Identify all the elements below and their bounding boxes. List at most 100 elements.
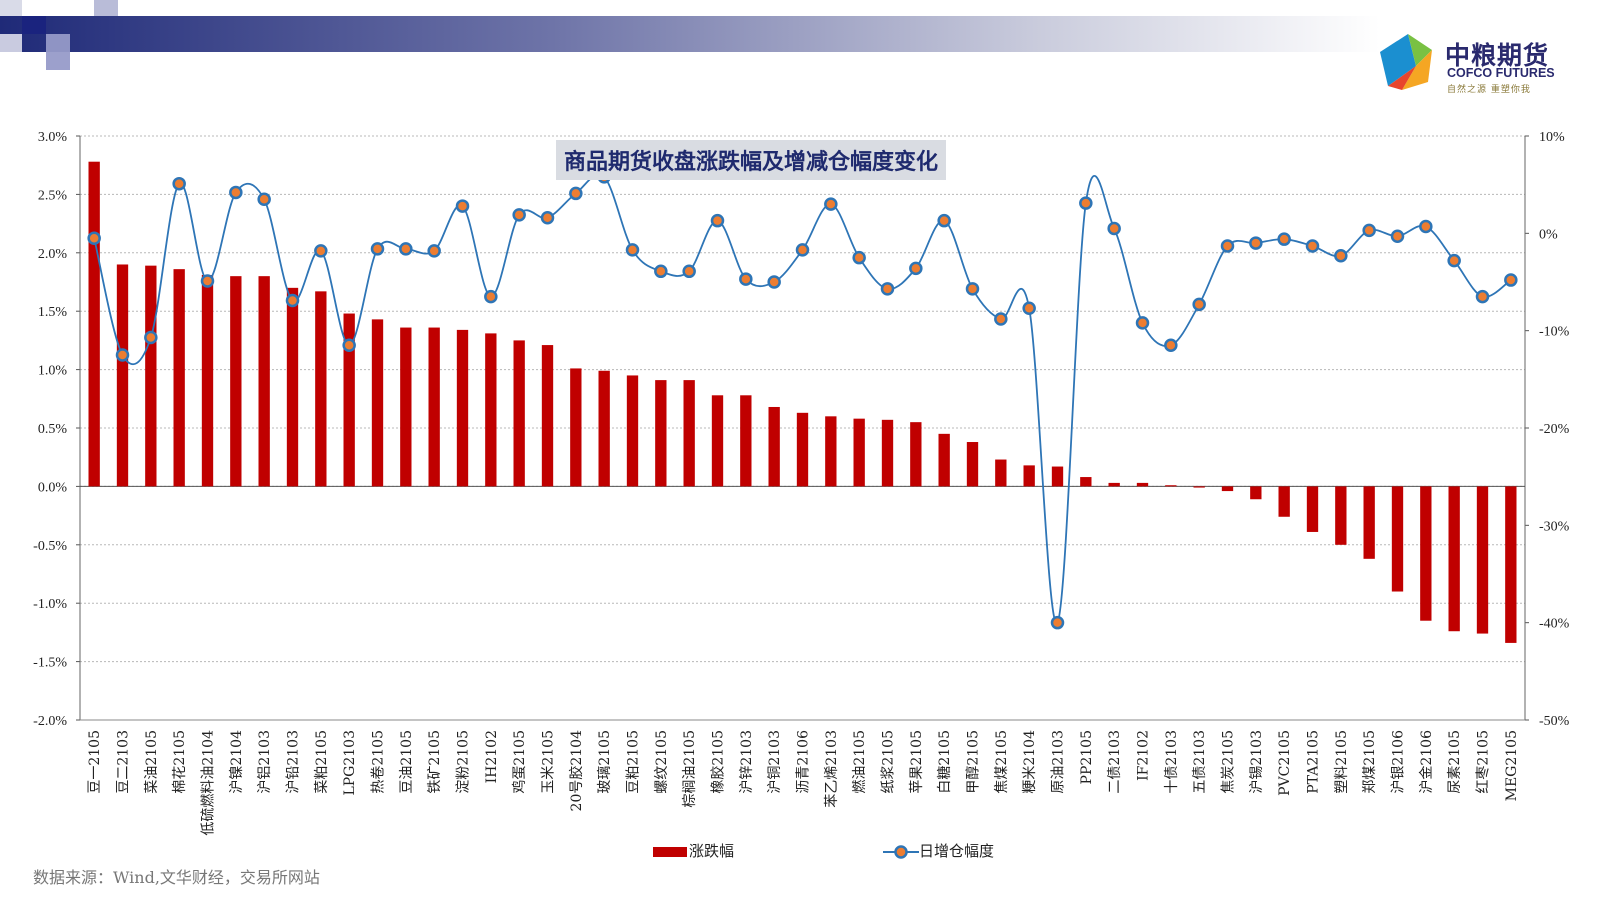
bar-33 (1023, 465, 1035, 487)
line-marker-21 (682, 264, 696, 279)
category-label: 豆油2105 (399, 730, 415, 794)
line-marker-1 (115, 348, 130, 362)
bar-4 (201, 274, 214, 487)
logo-english-name: COFCO FUTURES (1447, 66, 1555, 80)
right-axis-tick-label: -20% (1539, 422, 1570, 437)
category-label: 沪铅2103 (286, 730, 302, 794)
legend-line-item: 日增仓幅度 (883, 840, 994, 861)
category-label: 鸡蛋2105 (511, 730, 528, 794)
line-marker-2 (144, 330, 158, 345)
line-marker-5 (229, 185, 243, 200)
bar-30 (938, 433, 950, 487)
line-marker-3 (172, 176, 186, 191)
bar-26 (825, 416, 837, 487)
bar-44 (1335, 486, 1347, 545)
line-marker-25 (795, 243, 810, 257)
line-marker-19 (625, 243, 640, 257)
bar-49 (1476, 486, 1489, 634)
line-marker-20 (654, 264, 668, 279)
category-label: 20号胶2104 (568, 730, 585, 812)
line-marker-10 (370, 242, 385, 256)
line-marker-41 (1249, 236, 1263, 250)
bar-23 (740, 395, 752, 487)
left-axis-tick-label: 1.0% (38, 364, 68, 379)
line-marker-32 (994, 312, 1008, 326)
data-source-note: 数据来源：Wind,文华财经，交易所网站 (33, 868, 320, 887)
line-marker-22 (710, 213, 725, 228)
bar-18 (598, 370, 610, 487)
line-marker-17 (569, 186, 583, 201)
category-label: 沪铝2103 (257, 730, 273, 794)
bar-19 (626, 375, 639, 487)
bar-29 (910, 422, 922, 487)
bar-13 (456, 329, 469, 487)
category-label: 原油2103 (1051, 730, 1067, 794)
header-square-1 (0, 0, 22, 16)
bar-12 (428, 327, 440, 487)
line-marker-24 (767, 275, 781, 289)
category-label: 沪锡2103 (1249, 730, 1265, 794)
category-label: 纸浆2105 (881, 730, 897, 794)
line-marker-44 (1334, 248, 1348, 263)
category-label: 塑料2105 (1334, 730, 1350, 794)
bar-50 (1505, 486, 1517, 643)
left-axis-tick-label: 0.0% (38, 480, 68, 495)
line-marker-29 (909, 261, 923, 276)
category-label: IH2102 (484, 730, 500, 783)
category-label: 燃油2105 (851, 730, 868, 794)
bar-45 (1363, 486, 1375, 559)
left-axis-tick-label: -1.5% (33, 656, 67, 671)
category-label: 白糖2105 (937, 730, 953, 794)
legend-bar-label: 涨跌幅 (689, 842, 735, 860)
bar-16 (541, 345, 554, 487)
logo-chinese-name: 中粮期货 (1445, 41, 1550, 70)
category-label: 沪锌2103 (739, 730, 755, 794)
right-axis-tick-label: -30% (1539, 519, 1570, 534)
line-marker-16 (540, 211, 555, 225)
line-marker-35 (1079, 196, 1093, 210)
line-marker-8 (314, 244, 328, 258)
right-axis-tick-label: -50% (1539, 714, 1570, 729)
header-square-3 (46, 34, 70, 52)
right-axis-tick-label: 0% (1539, 227, 1558, 242)
legend-line-label: 日增仓幅度 (919, 842, 995, 860)
line-marker-39 (1192, 297, 1206, 312)
legend-bar-swatch (653, 846, 687, 857)
right-axis-tick-label: 10% (1539, 130, 1565, 145)
category-label: 低硫燃料油2104 (200, 730, 217, 836)
bar-39 (1193, 486, 1205, 488)
line-marker-12 (427, 244, 441, 258)
legend-bar-item: 涨跌幅 (653, 840, 734, 861)
category-label: 玻璃2105 (596, 730, 613, 794)
bar-0 (88, 161, 100, 487)
bar-15 (513, 340, 525, 487)
category-label: 豆粕2105 (626, 730, 642, 794)
bar-46 (1391, 486, 1404, 592)
line-marker-7 (285, 293, 300, 308)
category-label: PP2105 (1079, 730, 1095, 784)
line-marker-40 (1220, 239, 1235, 253)
line-marker-27 (852, 250, 866, 265)
category-label: 菜粕2105 (314, 730, 330, 794)
category-label: 铁矿2105 (427, 730, 443, 794)
bar-7 (286, 287, 299, 487)
category-label: 沪金2106 (1419, 730, 1435, 794)
bar-2 (145, 265, 157, 487)
bar-28 (881, 419, 894, 487)
bar-48 (1448, 486, 1460, 632)
category-label: 沪银2106 (1391, 730, 1407, 794)
line-marker-26 (824, 197, 838, 211)
category-label: 焦炭2105 (1221, 730, 1237, 794)
category-label: 热卷2105 (371, 730, 387, 794)
bar-34 (1051, 466, 1064, 487)
bar-21 (683, 380, 695, 487)
bar-11 (400, 327, 412, 487)
category-label: 沪铜2103 (767, 730, 783, 794)
category-label: 郑煤2105 (1362, 730, 1378, 794)
header-band (0, 16, 1380, 52)
category-label: LPG2103 (342, 730, 358, 796)
left-axis-tick-label: 3.0% (38, 130, 68, 145)
line-marker-47 (1419, 219, 1433, 234)
line-marker-6 (257, 192, 271, 207)
bar-3 (173, 269, 185, 487)
